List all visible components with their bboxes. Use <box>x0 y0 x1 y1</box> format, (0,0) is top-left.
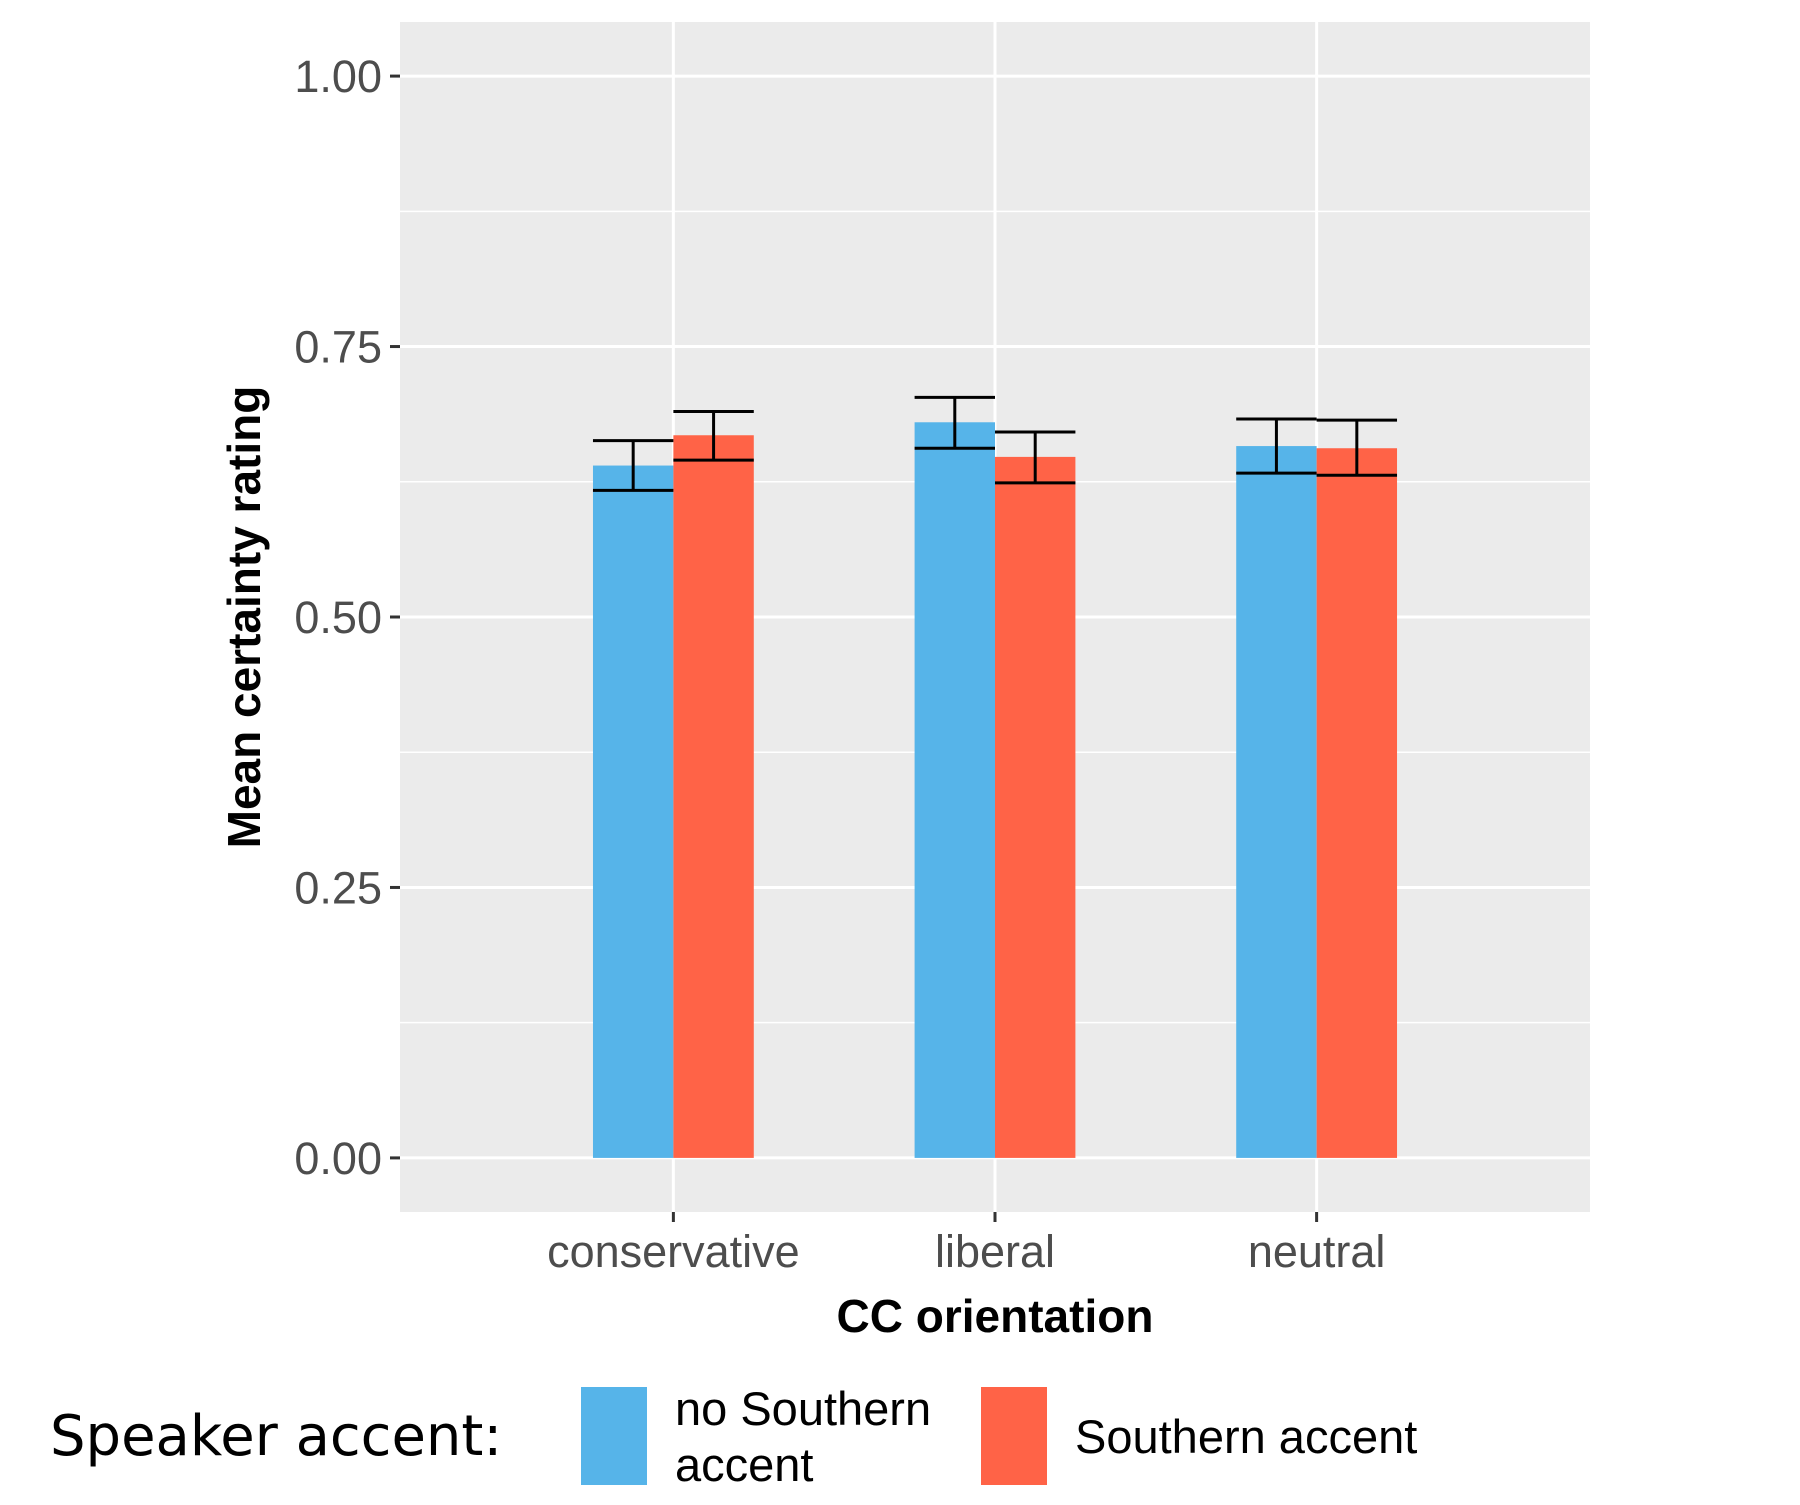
legend-key-swatch <box>579 1385 649 1487</box>
bar <box>914 422 995 1158</box>
bar <box>995 456 1076 1158</box>
legend-label: no Southern <box>675 1382 931 1435</box>
bars <box>592 422 1398 1158</box>
legend-key-swatch <box>979 1385 1049 1487</box>
y-tick-label: 0.75 <box>294 322 382 373</box>
bar <box>1236 446 1317 1158</box>
axes: 0.00 0.25 0.50 0.75 1.00 conservative liberal n… <box>294 51 1385 1277</box>
x-tick-label: liberal <box>935 1226 1055 1277</box>
x-tick-label: neutral <box>1248 1226 1386 1277</box>
y-tick-label: 0.00 <box>294 1133 382 1184</box>
bar <box>592 465 674 1158</box>
y-tick-label: 1.00 <box>294 51 382 102</box>
legend-label: Southern accent <box>1075 1410 1417 1463</box>
y-tick-label: 0.25 <box>294 862 382 913</box>
error-bars <box>592 395 1398 492</box>
bar <box>1316 448 1398 1158</box>
bar <box>673 435 754 1158</box>
legend-title: Speaker accent: <box>50 1404 502 1469</box>
y-axis-title: Mean certainty rating <box>218 386 270 849</box>
legend-label: accent <box>675 1438 813 1491</box>
x-axis-title: CC orientation <box>837 1290 1154 1342</box>
y-tick-label: 0.50 <box>294 592 382 643</box>
x-tick-label: conservative <box>547 1226 800 1277</box>
